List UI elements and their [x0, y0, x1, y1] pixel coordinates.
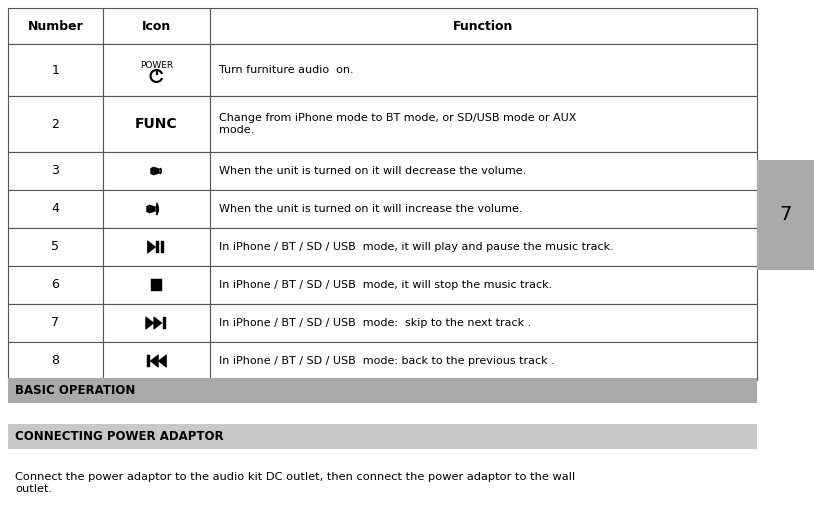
- Text: 3: 3: [51, 165, 59, 177]
- Polygon shape: [147, 205, 150, 213]
- Text: Turn furniture audio  on.: Turn furniture audio on.: [219, 65, 353, 75]
- Text: 6: 6: [51, 278, 59, 292]
- Polygon shape: [210, 266, 757, 304]
- Polygon shape: [103, 44, 210, 96]
- Bar: [147, 355, 150, 367]
- Polygon shape: [210, 96, 757, 152]
- Polygon shape: [103, 266, 210, 304]
- Polygon shape: [8, 266, 103, 304]
- Text: Icon: Icon: [142, 20, 171, 32]
- Polygon shape: [210, 228, 757, 266]
- Polygon shape: [147, 241, 155, 253]
- Text: In iPhone / BT / SD / USB  mode: back to the previous track .: In iPhone / BT / SD / USB mode: back to …: [219, 356, 555, 366]
- Polygon shape: [103, 342, 210, 380]
- Polygon shape: [8, 44, 103, 96]
- Polygon shape: [210, 342, 757, 380]
- Text: Function: Function: [453, 20, 514, 32]
- Polygon shape: [757, 160, 814, 270]
- Polygon shape: [103, 96, 210, 152]
- Polygon shape: [146, 316, 154, 329]
- Text: 8: 8: [51, 355, 59, 367]
- Bar: [155, 241, 159, 253]
- Polygon shape: [154, 167, 160, 175]
- Text: 7: 7: [779, 205, 792, 225]
- Polygon shape: [8, 228, 103, 266]
- Polygon shape: [8, 304, 103, 342]
- Text: Number: Number: [28, 20, 83, 32]
- Polygon shape: [8, 96, 103, 152]
- Text: BASIC OPERATION: BASIC OPERATION: [15, 384, 135, 397]
- Text: In iPhone / BT / SD / USB  mode, it will play and pause the music track.: In iPhone / BT / SD / USB mode, it will …: [219, 242, 614, 252]
- Text: 2: 2: [51, 117, 59, 131]
- Text: Change from iPhone mode to BT mode, or SD/USB mode or AUX
mode.: Change from iPhone mode to BT mode, or S…: [219, 113, 576, 135]
- Text: 5: 5: [51, 241, 59, 253]
- Text: CONNECTING POWER ADAPTOR: CONNECTING POWER ADAPTOR: [15, 430, 224, 443]
- Polygon shape: [154, 316, 162, 329]
- Polygon shape: [103, 228, 210, 266]
- Text: POWER: POWER: [140, 61, 173, 70]
- Bar: [163, 316, 166, 329]
- Polygon shape: [210, 304, 757, 342]
- Polygon shape: [210, 8, 757, 44]
- Polygon shape: [150, 205, 155, 213]
- Polygon shape: [103, 190, 210, 228]
- Text: 4: 4: [51, 202, 59, 216]
- Polygon shape: [8, 424, 757, 449]
- Text: Connect the power adaptor to the audio kit DC outlet, then connect the power ada: Connect the power adaptor to the audio k…: [15, 472, 575, 494]
- Polygon shape: [151, 167, 154, 175]
- Polygon shape: [8, 378, 757, 403]
- Polygon shape: [8, 8, 103, 44]
- Text: FUNC: FUNC: [135, 117, 177, 131]
- Text: 7: 7: [51, 316, 59, 330]
- Text: In iPhone / BT / SD / USB  mode, it will stop the music track.: In iPhone / BT / SD / USB mode, it will …: [219, 280, 552, 290]
- Text: In iPhone / BT / SD / USB  mode:  skip to the next track .: In iPhone / BT / SD / USB mode: skip to …: [219, 318, 532, 328]
- Text: When the unit is turned on it will decrease the volume.: When the unit is turned on it will decre…: [219, 166, 526, 176]
- Polygon shape: [8, 342, 103, 380]
- Polygon shape: [8, 190, 103, 228]
- Bar: [161, 241, 164, 253]
- Polygon shape: [210, 152, 757, 190]
- Polygon shape: [210, 44, 757, 96]
- Polygon shape: [103, 8, 210, 44]
- Polygon shape: [210, 190, 757, 228]
- Text: 1: 1: [51, 64, 59, 76]
- Polygon shape: [151, 355, 158, 367]
- Bar: [151, 279, 162, 291]
- Polygon shape: [103, 152, 210, 190]
- Polygon shape: [8, 152, 103, 190]
- Text: When the unit is turned on it will increase the volume.: When the unit is turned on it will incre…: [219, 204, 523, 214]
- Polygon shape: [103, 304, 210, 342]
- Polygon shape: [158, 355, 166, 367]
